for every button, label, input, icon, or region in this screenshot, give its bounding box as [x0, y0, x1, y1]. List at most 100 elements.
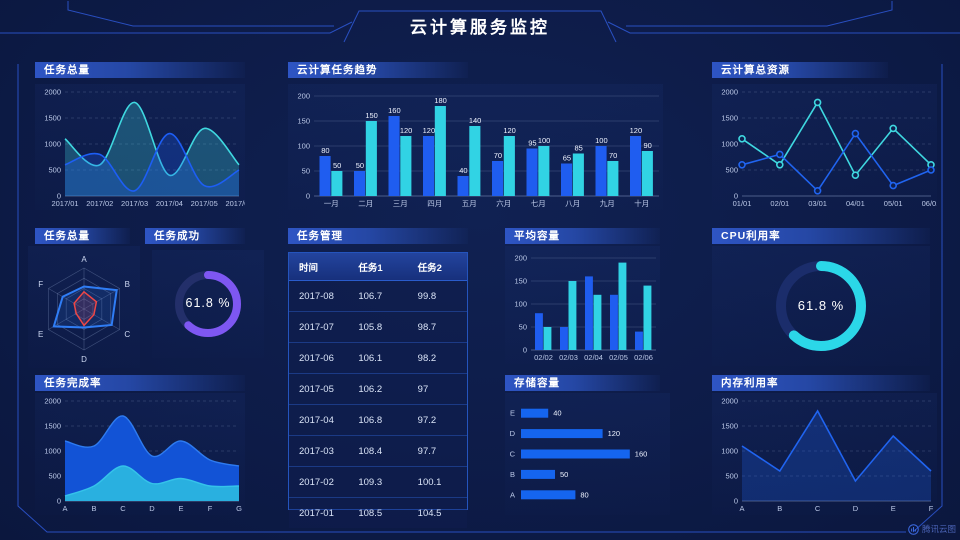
panel-title: 存储容量: [514, 377, 560, 389]
table-cell: 98.7: [407, 311, 467, 343]
panel-header-avg-capacity: 平均容量: [505, 228, 660, 244]
svg-text:200: 200: [297, 92, 310, 101]
table-head: 时间 任务1 任务2: [289, 253, 467, 281]
svg-text:A: A: [739, 504, 744, 513]
table-cell: 104.5: [407, 497, 467, 528]
table-cell: 106.7: [348, 280, 408, 312]
svg-text:八月: 八月: [565, 199, 580, 208]
svg-text:100: 100: [538, 136, 551, 145]
panel-header-task-completion: 任务完成率: [35, 375, 245, 391]
svg-text:04/01: 04/01: [846, 199, 865, 208]
svg-text:150: 150: [365, 111, 378, 120]
table-cell: 2017-03: [289, 435, 349, 467]
chart-cpu-usage-gauge[interactable]: 61.8 %: [712, 246, 930, 366]
svg-text:01/01: 01/01: [733, 199, 752, 208]
chart-task-trend-bars[interactable]: 0 50 100 150 200 一月 二月 三月 四月 五月 六月 七月 八月 九月 十月 80 50 160 1…: [288, 84, 663, 210]
svg-text:50: 50: [302, 167, 310, 176]
table-cell: 100.1: [407, 466, 467, 498]
svg-text:180: 180: [434, 96, 447, 105]
table-row: 2017-05 106.2 97: [289, 373, 467, 405]
chart-task-completion-area[interactable]: 0 500 1000 1500 2000 A B C D E F G: [35, 393, 245, 515]
table-cell: 2017-07: [289, 311, 349, 343]
svg-text:0: 0: [57, 192, 61, 201]
svg-text:G: G: [236, 504, 242, 513]
table-row: 2017-04 106.8 97.2: [289, 404, 467, 436]
chart-storage-capacity-hbars[interactable]: E 40 D 120 C 160 B 50 A 80: [505, 393, 670, 515]
table-cell: 108.5: [348, 497, 408, 528]
svg-text:A: A: [510, 490, 515, 499]
table-cell: 106.8: [348, 404, 408, 436]
column-header: 任务1: [348, 253, 408, 281]
table-cell: 97.7: [407, 435, 467, 467]
svg-text:2017/01: 2017/01: [51, 199, 78, 208]
svg-text:0: 0: [734, 192, 738, 201]
table-header-row: 时间 任务1 任务2: [289, 253, 467, 281]
svg-text:D: D: [853, 504, 859, 513]
table-row: 2017-03 108.4 97.7: [289, 435, 467, 467]
svg-text:1000: 1000: [721, 447, 738, 456]
svg-text:2017/06: 2017/06: [225, 199, 245, 208]
svg-text:2017/02: 2017/02: [86, 199, 113, 208]
table-cell: 99.8: [407, 280, 467, 312]
svg-text:A: A: [62, 504, 67, 513]
svg-text:140: 140: [469, 116, 482, 125]
svg-text:2000: 2000: [721, 88, 738, 97]
svg-text:七月: 七月: [531, 199, 546, 208]
table-cell: 2017-05: [289, 373, 349, 405]
svg-text:06/01: 06/01: [922, 199, 937, 208]
svg-text:2000: 2000: [44, 397, 61, 406]
svg-text:E: E: [891, 504, 896, 513]
svg-text:02/02: 02/02: [534, 353, 553, 362]
svg-text:95: 95: [528, 139, 536, 148]
panel-title: 任务完成率: [44, 377, 102, 389]
chart-avg-capacity-bars[interactable]: 0 50 100 150 200 02/02 02/03 02/04 02/05 02/06: [505, 246, 660, 364]
svg-text:1000: 1000: [44, 447, 61, 456]
panel-header-task-total-line: 任务总量: [35, 62, 245, 78]
chart-cloud-resources-line[interactable]: 0 500 1000 1500 2000 01/01 02/01 03/01 04/01 05/0…: [712, 84, 940, 210]
svg-text:九月: 九月: [600, 199, 615, 208]
chart-task-success-gauge[interactable]: 61.8 %: [152, 250, 264, 358]
svg-text:C: C: [815, 504, 821, 513]
table-row: 2017-08 106.7 99.8: [289, 280, 467, 312]
svg-text:1500: 1500: [721, 422, 738, 431]
svg-text:50: 50: [333, 161, 341, 170]
svg-text:100: 100: [595, 136, 608, 145]
svg-text:0: 0: [57, 497, 61, 506]
svg-text:B: B: [91, 504, 96, 513]
svg-text:十月: 十月: [634, 198, 649, 208]
svg-text:C: C: [510, 450, 516, 459]
svg-text:50: 50: [519, 323, 527, 332]
svg-text:70: 70: [494, 151, 502, 160]
svg-text:1500: 1500: [721, 114, 738, 123]
svg-text:D: D: [510, 429, 516, 438]
svg-text:80: 80: [321, 146, 329, 155]
svg-text:02/05: 02/05: [609, 353, 628, 362]
svg-text:五月: 五月: [462, 199, 477, 208]
svg-text:90: 90: [643, 141, 651, 150]
svg-text:03/01: 03/01: [808, 199, 827, 208]
gauge-value: 61.8 %: [185, 296, 231, 310]
svg-text:2000: 2000: [44, 88, 61, 97]
table-cell: 97: [407, 373, 467, 405]
panel-header-cloud-resources: 云计算总资源: [712, 62, 888, 78]
chart-memory-usage-line[interactable]: 0 500 1000 1500 2000 A B C D E F: [712, 393, 937, 515]
svg-text:E: E: [178, 504, 183, 513]
svg-text:120: 120: [503, 126, 516, 135]
panel-title: 任务成功: [154, 230, 200, 242]
table-cell: 2017-01: [289, 497, 349, 528]
svg-text:二月: 二月: [358, 199, 373, 208]
panel-header-task-total-radar: 任务总量: [35, 228, 130, 244]
task-management-table: 时间 任务1 任务2 2017-08 106.7 99.8 2017-07 105.8 98.…: [289, 253, 467, 528]
svg-text:85: 85: [574, 144, 582, 153]
chart-task-total-radar[interactable]: A B C D E F: [28, 246, 140, 368]
svg-text:四月: 四月: [427, 199, 442, 208]
task-table-container: 时间 任务1 任务2 2017-08 106.7 99.8 2017-07 105.8 98.…: [288, 252, 468, 528]
svg-text:1500: 1500: [44, 422, 61, 431]
column-header: 时间: [289, 253, 349, 281]
table-cell: 108.4: [348, 435, 408, 467]
svg-text:500: 500: [725, 472, 738, 481]
panel-title: 任务总量: [44, 64, 90, 76]
chart-task-total-area[interactable]: 0 500 1000 1500 2000 2017/01 2017/02 2017/03 201…: [35, 84, 253, 210]
table-cell: 106.1: [348, 342, 408, 374]
svg-text:100: 100: [514, 300, 527, 309]
